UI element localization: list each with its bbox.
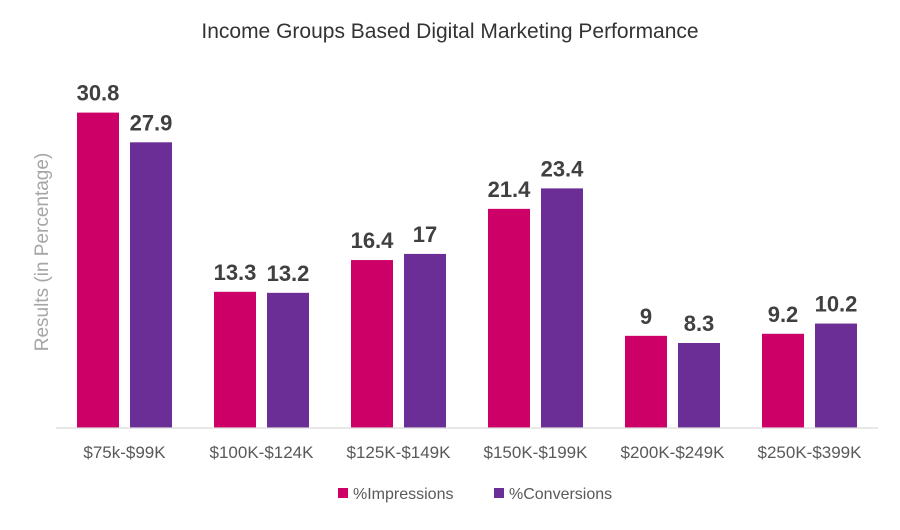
legend-label: %Conversions — [509, 486, 612, 503]
bar-impressions — [214, 291, 256, 428]
bar-conversions — [130, 142, 172, 428]
data-label: 8.3 — [684, 311, 715, 336]
legend-label: %Impressions — [353, 486, 453, 503]
bar-impressions — [762, 333, 804, 428]
bar-conversions — [404, 253, 446, 428]
x-tick-label: $150K-$199K — [484, 443, 589, 462]
chart-title: Income Groups Based Digital Marketing Pe… — [201, 20, 698, 43]
bar-conversions — [678, 343, 720, 428]
bar-conversions — [267, 292, 309, 428]
data-label: 10.2 — [815, 292, 858, 317]
x-tick-label: $200K-$249K — [621, 443, 726, 462]
y-axis-title: Results (in Percentage) — [32, 153, 53, 352]
bar-impressions — [625, 335, 667, 428]
data-label: 27.9 — [130, 110, 173, 135]
x-tick-label: $75k-$99K — [83, 443, 166, 462]
data-label: 30.8 — [77, 81, 120, 106]
bar-impressions — [77, 112, 119, 428]
x-tick-label: $250K-$399K — [758, 443, 863, 462]
legend-swatch — [494, 488, 504, 498]
legend-item-conversions: %Conversions — [494, 486, 612, 503]
legend: %Impressions %Conversions — [338, 486, 612, 503]
data-label: 9.2 — [768, 302, 799, 327]
data-label: 16.4 — [351, 228, 395, 253]
bar-impressions — [488, 208, 530, 428]
x-tick-label: $125K-$149K — [347, 443, 452, 462]
data-label: 13.2 — [267, 261, 310, 286]
bar-impressions — [351, 260, 393, 428]
data-label: 21.4 — [488, 177, 532, 202]
data-label: 23.4 — [541, 156, 585, 181]
legend-item-impressions: %Impressions — [338, 486, 453, 503]
legend-swatch — [338, 488, 348, 498]
x-tick-labels: $75k-$99K $100K-$124K $125K-$149K $150K-$19… — [83, 443, 862, 462]
data-labels-layer: 30.8 27.9 13.3 13.2 16.4 17 21.4 23.4 9 8.3 9.2 10.… — [77, 81, 858, 336]
data-label: 13.3 — [214, 260, 257, 285]
bars-layer — [77, 112, 857, 428]
data-label: 9 — [640, 304, 652, 329]
bar-conversions — [815, 323, 857, 428]
bar-conversions — [541, 188, 583, 428]
data-label: 17 — [413, 222, 437, 247]
x-tick-label: $100K-$124K — [210, 443, 315, 462]
